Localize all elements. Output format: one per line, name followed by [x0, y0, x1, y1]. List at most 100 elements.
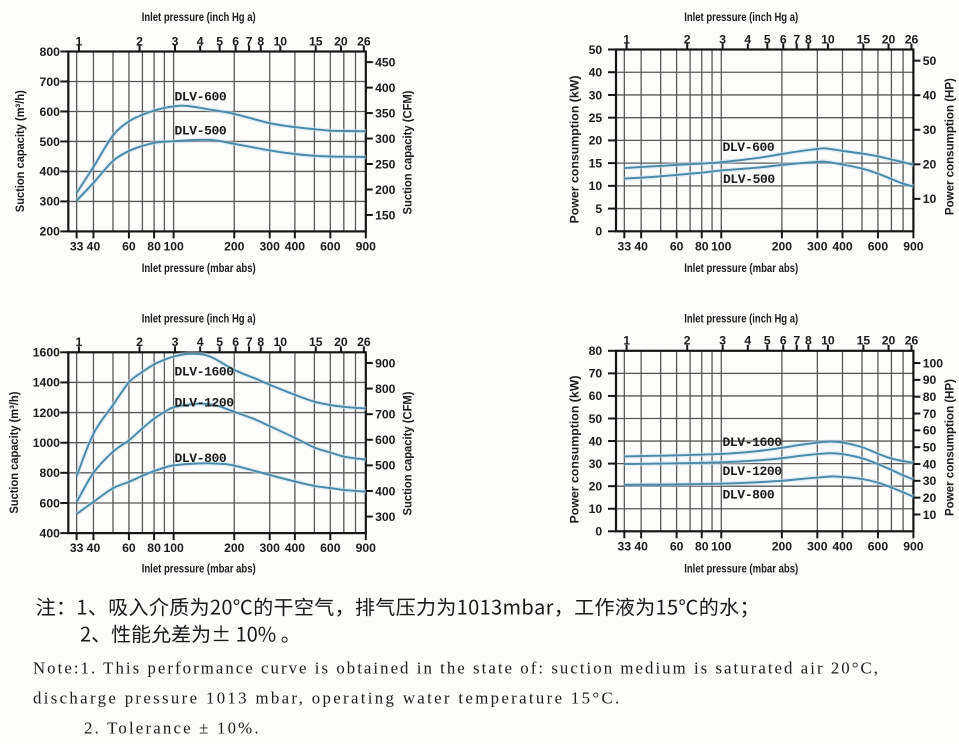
svg-text:300: 300	[375, 132, 396, 146]
svg-text:200: 200	[224, 239, 245, 253]
svg-text:100: 100	[711, 239, 732, 253]
svg-text:Suction capacity (m³/h): Suction capacity (m³/h)	[13, 90, 27, 212]
svg-text:40: 40	[634, 539, 648, 553]
svg-text:8: 8	[805, 334, 812, 348]
svg-text:DLV-1600: DLV-1600	[175, 365, 235, 380]
svg-text:Power consumption (kW): Power consumption (kW)	[568, 376, 582, 524]
svg-text:40: 40	[589, 66, 603, 80]
svg-text:1: 1	[76, 34, 83, 48]
svg-text:33: 33	[618, 239, 632, 253]
svg-text:400: 400	[375, 81, 396, 95]
svg-text:15: 15	[857, 334, 871, 348]
svg-text:300: 300	[807, 539, 828, 553]
svg-text:40: 40	[87, 239, 101, 253]
svg-text:15: 15	[309, 335, 323, 349]
svg-text:40: 40	[634, 239, 648, 253]
svg-text:5: 5	[595, 202, 602, 216]
svg-text:Power consumption (HP): Power consumption (HP)	[943, 78, 957, 215]
svg-text:30: 30	[589, 457, 603, 471]
svg-text:700: 700	[40, 75, 61, 89]
svg-text:33: 33	[70, 541, 84, 555]
svg-text:10: 10	[274, 335, 288, 349]
svg-text:600: 600	[868, 539, 889, 553]
svg-text:600: 600	[320, 239, 341, 253]
svg-text:26: 26	[357, 335, 371, 349]
svg-text:Suction capacity (CFM): Suction capacity (CFM)	[400, 91, 414, 215]
svg-text:80: 80	[147, 541, 161, 555]
svg-text:4: 4	[744, 32, 751, 46]
svg-text:0: 0	[595, 525, 602, 539]
svg-text:50: 50	[589, 43, 603, 57]
svg-text:3: 3	[719, 32, 726, 46]
svg-text:30: 30	[589, 88, 603, 102]
svg-text:80: 80	[923, 390, 937, 404]
svg-text:5: 5	[764, 32, 771, 46]
svg-text:Power consumption (kW): Power consumption (kW)	[568, 75, 582, 223]
svg-text:7: 7	[246, 34, 253, 48]
svg-text:10: 10	[821, 32, 835, 46]
svg-text:3: 3	[719, 334, 726, 348]
svg-text:40: 40	[87, 541, 101, 555]
svg-text:20: 20	[334, 335, 348, 349]
svg-text:200: 200	[772, 539, 793, 553]
svg-text:900: 900	[356, 541, 377, 555]
svg-text:2. Tolerance ± 10%.: 2. Tolerance ± 10%.	[84, 719, 261, 738]
svg-text:30: 30	[923, 474, 937, 488]
svg-text:10: 10	[589, 179, 603, 193]
svg-text:80: 80	[589, 344, 603, 358]
svg-text:70: 70	[923, 407, 937, 421]
svg-text:100: 100	[163, 541, 184, 555]
svg-text:20: 20	[923, 158, 937, 172]
svg-text:60: 60	[589, 389, 603, 403]
svg-text:2: 2	[136, 34, 143, 48]
svg-text:80: 80	[695, 239, 709, 253]
svg-text:250: 250	[375, 157, 396, 171]
svg-text:40: 40	[923, 457, 937, 471]
svg-text:80: 80	[147, 239, 161, 253]
svg-text:10: 10	[589, 502, 603, 516]
svg-text:50: 50	[923, 54, 937, 68]
svg-text:60: 60	[670, 239, 684, 253]
svg-text:Inlet pressure (inch Hg a): Inlet pressure (inch Hg a)	[142, 10, 256, 24]
svg-text:200: 200	[375, 183, 396, 197]
svg-text:discharge pressure 1013 mbar,: discharge pressure 1013 mbar, operating …	[33, 689, 622, 708]
svg-text:20: 20	[882, 32, 896, 46]
svg-text:1: 1	[623, 334, 630, 348]
svg-text:33: 33	[618, 539, 632, 553]
svg-text:Inlet pressure (mbar abs): Inlet pressure (mbar abs)	[684, 562, 798, 576]
svg-text:1: 1	[623, 32, 630, 46]
svg-text:60: 60	[122, 239, 136, 253]
svg-text:40: 40	[589, 434, 603, 448]
svg-text:50: 50	[589, 412, 603, 426]
svg-text:1200: 1200	[33, 406, 60, 420]
svg-text:400: 400	[375, 484, 396, 498]
svg-text:900: 900	[375, 356, 396, 370]
svg-text:100: 100	[923, 356, 944, 370]
svg-text:4: 4	[197, 335, 204, 349]
svg-text:90: 90	[923, 373, 937, 387]
svg-text:600: 600	[40, 496, 61, 510]
svg-text:10: 10	[274, 34, 288, 48]
svg-text:Inlet pressure (inch Hg a): Inlet pressure (inch Hg a)	[684, 10, 798, 24]
svg-text:20: 20	[923, 491, 937, 505]
svg-text:600: 600	[40, 105, 61, 119]
svg-text:8: 8	[805, 32, 812, 46]
svg-text:Suction capacity (CFM): Suction capacity (CFM)	[400, 392, 414, 516]
svg-text:350: 350	[375, 106, 396, 120]
svg-text:100: 100	[711, 539, 732, 553]
svg-text:900: 900	[903, 539, 924, 553]
svg-text:600: 600	[868, 239, 889, 253]
svg-text:5: 5	[216, 335, 223, 349]
svg-text:Inlet pressure (inch Hg a): Inlet pressure (inch Hg a)	[684, 312, 798, 326]
svg-text:Inlet pressure (mbar abs): Inlet pressure (mbar abs)	[684, 261, 798, 275]
svg-text:26: 26	[905, 32, 919, 46]
svg-text:7: 7	[793, 334, 800, 348]
svg-text:8: 8	[257, 335, 264, 349]
svg-text:150: 150	[375, 208, 396, 222]
svg-text:2: 2	[684, 32, 691, 46]
svg-text:900: 900	[903, 239, 924, 253]
svg-text:DLV-600: DLV-600	[175, 90, 227, 105]
svg-text:7: 7	[793, 32, 800, 46]
svg-text:400: 400	[832, 239, 853, 253]
svg-text:2: 2	[684, 334, 691, 348]
